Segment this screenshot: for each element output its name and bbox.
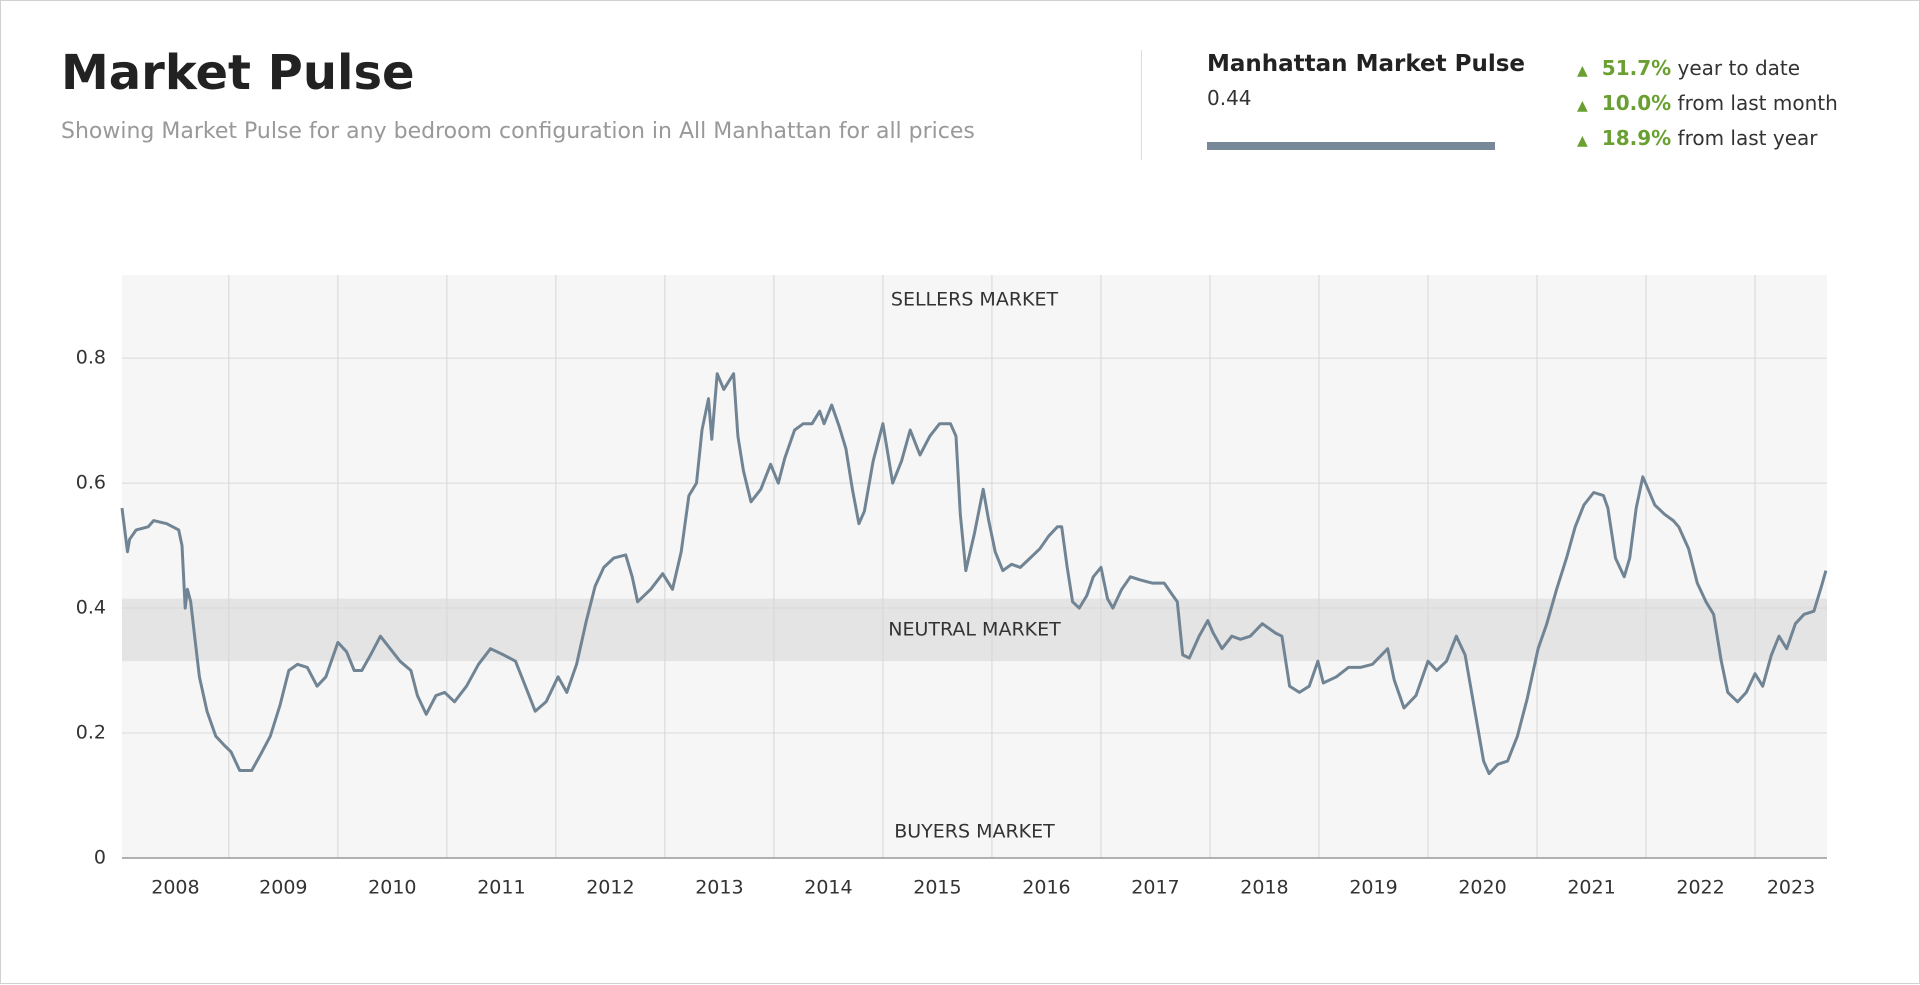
summary-bar <box>1207 142 1495 150</box>
x-tick-label: 2010 <box>368 877 416 899</box>
x-tick-label: 2020 <box>1458 877 1506 899</box>
neutral-band <box>122 598 1827 662</box>
x-tick-label: 2017 <box>1131 877 1179 899</box>
change-value: 51.7% <box>1601 56 1672 80</box>
x-tick-label: 2013 <box>695 877 743 899</box>
x-tick-label: 2012 <box>586 877 634 899</box>
change-row: ▲ 10.0% from last month <box>1577 91 1838 115</box>
up-arrow: ▲ <box>1577 133 1588 149</box>
divider <box>1141 50 1142 160</box>
change-label: year to date <box>1677 56 1801 80</box>
x-tick-label: 2014 <box>804 877 852 899</box>
sellers-label: SELLERS MARKET <box>891 289 1059 311</box>
y-tick-label: 0 <box>94 847 106 869</box>
x-tick-label: 2023 <box>1767 877 1815 899</box>
up-arrow: ▲ <box>1577 98 1588 114</box>
x-tick-label: 2022 <box>1676 877 1724 899</box>
page-title: Market Pulse <box>61 45 415 101</box>
y-tick-label: 0.6 <box>76 472 106 494</box>
page-subtitle: Showing Market Pulse for any bedroom con… <box>61 119 975 144</box>
x-tick-label: 2011 <box>477 877 525 899</box>
x-tick-label: 2008 <box>151 877 199 899</box>
summary-title: Manhattan Market Pulse <box>1207 51 1526 77</box>
up-arrow: ▲ <box>1577 63 1588 79</box>
plot-background <box>122 275 1827 858</box>
y-tick-label: 0.8 <box>76 347 106 369</box>
change-row: ▲ 51.7% year to date <box>1577 56 1800 80</box>
change-label: from last month <box>1677 91 1838 115</box>
band-label: NEUTRAL MARKET <box>888 618 1061 640</box>
x-tick-label: 2021 <box>1567 877 1615 899</box>
y-tick-label: 0.2 <box>76 722 106 744</box>
change-label: from last year <box>1677 126 1818 150</box>
buyers-label: BUYERS MARKET <box>894 821 1055 843</box>
change-value: 18.9% <box>1601 126 1672 150</box>
change-value: 10.0% <box>1601 91 1672 115</box>
x-tick-label: 2009 <box>259 877 307 899</box>
x-tick-label: 2015 <box>913 877 961 899</box>
pulse-line <box>120 372 1828 776</box>
x-tick-label: 2018 <box>1240 877 1288 899</box>
summary-value: 0.44 <box>1207 86 1252 110</box>
y-tick-label: 0.4 <box>76 597 106 619</box>
x-tick-label: 2016 <box>1022 877 1070 899</box>
x-tick-label: 2019 <box>1349 877 1397 899</box>
change-row: ▲ 18.9% from last year <box>1577 126 1817 150</box>
